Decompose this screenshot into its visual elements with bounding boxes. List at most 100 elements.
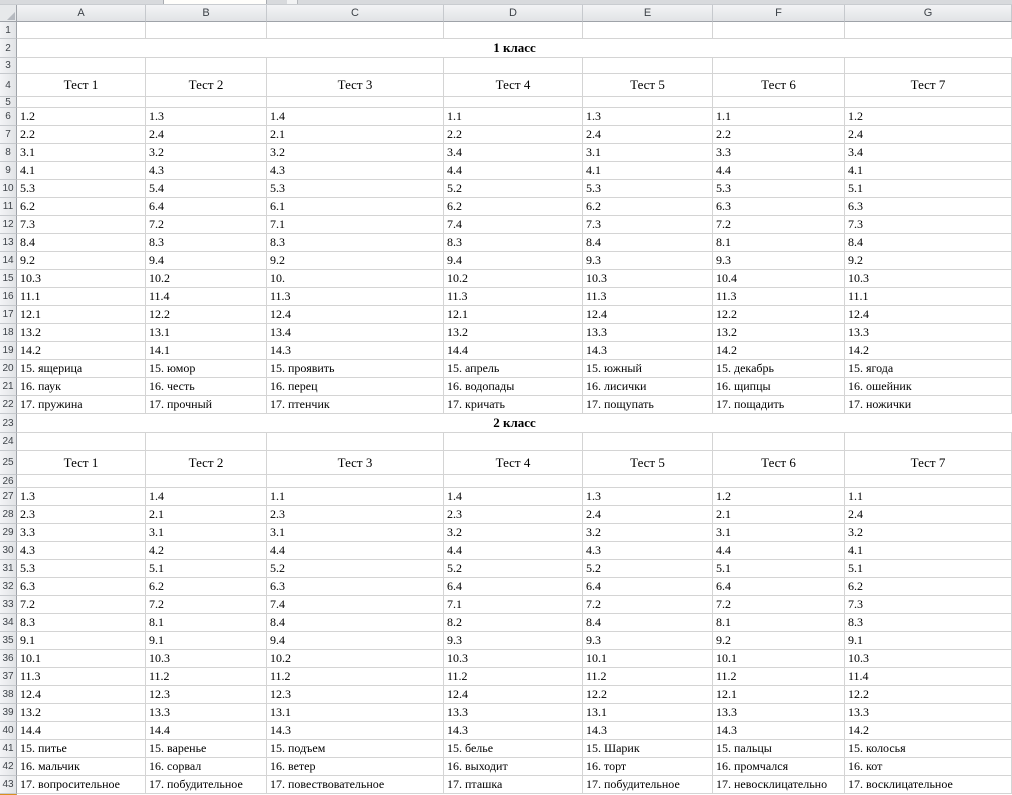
cell-C43[interactable]: 17. повествовательное [267,776,444,794]
cell-E32[interactable]: 6.4 [583,578,713,596]
cell-B36[interactable]: 10.3 [146,650,267,668]
cell-D9[interactable]: 4.4 [444,162,583,180]
row-header-39[interactable]: 39 [0,704,17,722]
row-header-28[interactable]: 28 [0,506,17,524]
cell-B37[interactable]: 11.2 [146,668,267,686]
cell-C18[interactable]: 13.4 [267,324,444,342]
cell-E7[interactable]: 2.4 [583,126,713,144]
cell-C15[interactable]: 10. [267,270,444,288]
cell-G16[interactable]: 11.1 [845,288,1012,306]
cell-A22[interactable]: 17. пружина [17,396,146,414]
cell-B42[interactable]: 16. сорвал [146,758,267,776]
cell-B4[interactable]: Тест 2 [146,74,267,97]
cell-B16[interactable]: 11.4 [146,288,267,306]
cell-B24[interactable] [146,433,267,451]
cell-D30[interactable]: 4.4 [444,542,583,560]
cell-C4[interactable]: Тест 3 [267,74,444,97]
cell-A29[interactable]: 3.3 [17,524,146,542]
cell-D33[interactable]: 7.1 [444,596,583,614]
column-header-G[interactable]: G [845,5,1012,22]
cell-C38[interactable]: 12.3 [267,686,444,704]
cell-C6[interactable]: 1.4 [267,108,444,126]
cell-G39[interactable]: 13.3 [845,704,1012,722]
cell-E41[interactable]: 15. Шарик [583,740,713,758]
cell-D35[interactable]: 9.3 [444,632,583,650]
cell-B29[interactable]: 3.1 [146,524,267,542]
row-header-21[interactable]: 21 [0,378,17,396]
cell-B7[interactable]: 2.4 [146,126,267,144]
cell-G6[interactable]: 1.2 [845,108,1012,126]
cell-A9[interactable]: 4.1 [17,162,146,180]
row-header-5[interactable]: 5 [0,97,17,108]
cell-A8[interactable]: 3.1 [17,144,146,162]
cell-G28[interactable]: 2.4 [845,506,1012,524]
cell-D15[interactable]: 10.2 [444,270,583,288]
row-header-7[interactable]: 7 [0,126,17,144]
cell-E31[interactable]: 5.2 [583,560,713,578]
row-header-11[interactable]: 11 [0,198,17,216]
cell-A28[interactable]: 2.3 [17,506,146,524]
row-header-13[interactable]: 13 [0,234,17,252]
cell-C20[interactable]: 15. проявить [267,360,444,378]
cell-C21[interactable]: 16. перец [267,378,444,396]
cell-C13[interactable]: 8.3 [267,234,444,252]
cell-D38[interactable]: 12.4 [444,686,583,704]
cell-C25[interactable]: Тест 3 [267,451,444,475]
cell-E5[interactable] [583,97,713,108]
cell-B30[interactable]: 4.2 [146,542,267,560]
cell-G26[interactable] [845,475,1012,488]
cell-A15[interactable]: 10.3 [17,270,146,288]
cell-B8[interactable]: 3.2 [146,144,267,162]
cell-F27[interactable]: 1.2 [713,488,845,506]
cell-C40[interactable]: 14.3 [267,722,444,740]
cell-E26[interactable] [583,475,713,488]
cell-D28[interactable]: 2.3 [444,506,583,524]
cell-D27[interactable]: 1.4 [444,488,583,506]
cell-G34[interactable]: 8.3 [845,614,1012,632]
cell-F18[interactable]: 13.2 [713,324,845,342]
column-header-C[interactable]: C [267,5,444,22]
cell-B19[interactable]: 14.1 [146,342,267,360]
cell-A5[interactable] [17,97,146,108]
cell-E22[interactable]: 17. пощупать [583,396,713,414]
cell-A40[interactable]: 14.4 [17,722,146,740]
cell-B9[interactable]: 4.3 [146,162,267,180]
cell-F6[interactable]: 1.1 [713,108,845,126]
cell-E12[interactable]: 7.3 [583,216,713,234]
cell-F25[interactable]: Тест 6 [713,451,845,475]
cell-C37[interactable]: 11.2 [267,668,444,686]
cell-F9[interactable]: 4.4 [713,162,845,180]
cell-F15[interactable]: 10.4 [713,270,845,288]
cell-F8[interactable]: 3.3 [713,144,845,162]
cell-B32[interactable]: 6.2 [146,578,267,596]
cell-A16[interactable]: 11.1 [17,288,146,306]
cell-F13[interactable]: 8.1 [713,234,845,252]
cell-B14[interactable]: 9.4 [146,252,267,270]
cell-E43[interactable]: 17. побудительное [583,776,713,794]
cell-G33[interactable]: 7.3 [845,596,1012,614]
cell-C12[interactable]: 7.1 [267,216,444,234]
cell-E29[interactable]: 3.2 [583,524,713,542]
cell-E17[interactable]: 12.4 [583,306,713,324]
column-header-E[interactable]: E [583,5,713,22]
cell-C24[interactable] [267,433,444,451]
cell-A43[interactable]: 17. вопросительное [17,776,146,794]
cell-C3[interactable] [267,58,444,74]
cell-G24[interactable] [845,433,1012,451]
cell-G37[interactable]: 11.4 [845,668,1012,686]
row-header-43[interactable]: 43 [0,776,17,794]
cell-E37[interactable]: 11.2 [583,668,713,686]
row-header-34[interactable]: 34 [0,614,17,632]
cell-A1[interactable] [17,22,146,39]
cell-F35[interactable]: 9.2 [713,632,845,650]
cell-G38[interactable]: 12.2 [845,686,1012,704]
cell-A35[interactable]: 9.1 [17,632,146,650]
cell-F28[interactable]: 2.1 [713,506,845,524]
cell-E8[interactable]: 3.1 [583,144,713,162]
cell-G20[interactable]: 15. ягода [845,360,1012,378]
row-header-26[interactable]: 26 [0,475,17,488]
cell-D37[interactable]: 11.2 [444,668,583,686]
row-header-4[interactable]: 4 [0,74,17,97]
cell-A12[interactable]: 7.3 [17,216,146,234]
cell-C31[interactable]: 5.2 [267,560,444,578]
